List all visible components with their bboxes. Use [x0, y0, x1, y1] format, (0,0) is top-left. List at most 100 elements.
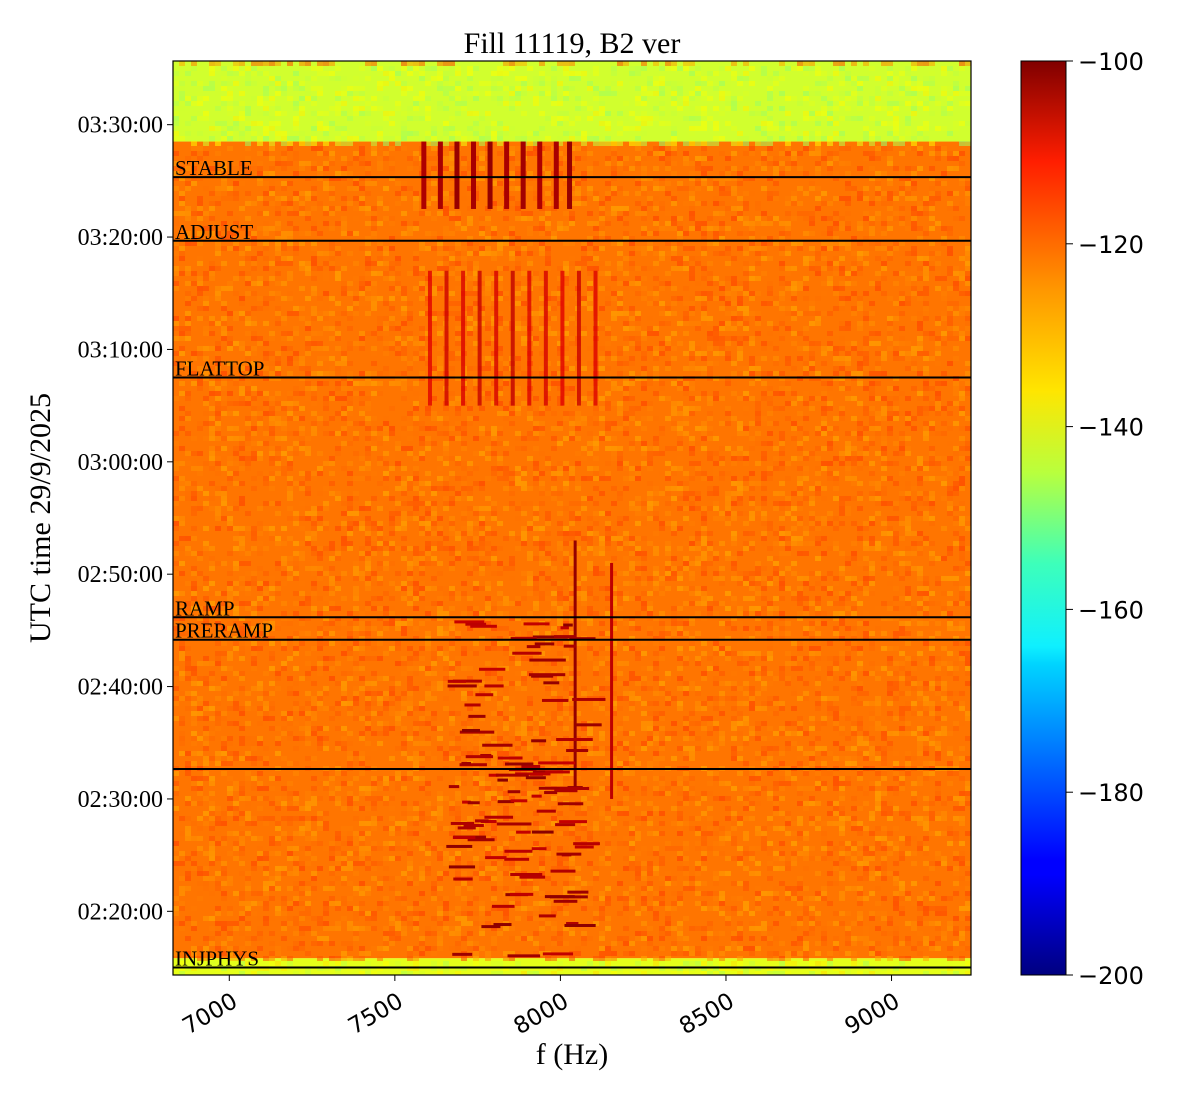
noise-cell	[737, 336, 743, 341]
noise-cell	[401, 371, 407, 376]
noise-cell	[779, 236, 785, 241]
noise-cell	[713, 141, 719, 146]
noise-cell	[857, 301, 863, 306]
noise-cell	[191, 116, 197, 121]
noise-cell	[923, 426, 929, 431]
noise-cell	[413, 191, 419, 196]
noise-cell	[407, 426, 413, 431]
noise-cell	[257, 176, 263, 181]
noise-cell	[659, 431, 665, 436]
noise-cell	[635, 266, 641, 271]
noise-cell	[689, 451, 695, 456]
noise-cell	[515, 341, 521, 346]
noise-cell	[713, 181, 719, 186]
noise-cell	[815, 311, 821, 316]
noise-cell	[443, 216, 449, 221]
noise-cell	[935, 341, 941, 346]
noise-cell	[185, 211, 191, 216]
noise-cell	[785, 311, 791, 316]
noise-cell	[809, 456, 815, 461]
noise-cell	[599, 321, 605, 326]
noise-cell	[317, 231, 323, 236]
noise-cell	[623, 236, 629, 241]
noise-cell	[473, 241, 479, 246]
noise-cell	[683, 386, 689, 391]
noise-cell	[431, 366, 437, 371]
noise-cell	[743, 391, 749, 396]
noise-cell	[791, 156, 797, 161]
noise-cell	[695, 126, 701, 131]
noise-cell	[455, 336, 461, 341]
noise-cell	[887, 251, 893, 256]
noise-cell	[383, 201, 389, 206]
noise-cell	[215, 406, 221, 411]
noise-cell	[851, 311, 857, 316]
noise-cell	[839, 366, 845, 371]
noise-cell	[245, 291, 251, 296]
noise-cell	[863, 406, 869, 411]
noise-cell	[863, 311, 869, 316]
noise-cell	[377, 161, 383, 166]
noise-cell	[563, 416, 569, 421]
noise-cell	[359, 151, 365, 156]
noise-cell	[227, 476, 233, 481]
noise-cell	[653, 146, 659, 151]
noise-cell	[395, 436, 401, 441]
noise-cell	[593, 161, 599, 166]
noise-cell	[545, 396, 551, 401]
noise-cell	[683, 431, 689, 436]
noise-cell	[749, 146, 755, 151]
noise-cell	[725, 171, 731, 176]
noise-cell	[311, 226, 317, 231]
noise-cell	[227, 336, 233, 341]
noise-cell	[785, 266, 791, 271]
noise-cell	[389, 316, 395, 321]
noise-cell	[905, 166, 911, 171]
noise-cell	[767, 91, 773, 96]
noise-cell	[479, 361, 485, 366]
noise-cell	[329, 251, 335, 256]
noise-cell	[689, 361, 695, 366]
noise-cell	[893, 211, 899, 216]
noise-cell	[899, 191, 905, 196]
noise-cell	[863, 101, 869, 106]
noise-cell	[857, 96, 863, 101]
noise-cell	[803, 96, 809, 101]
noise-cell	[665, 396, 671, 401]
noise-cell	[671, 331, 677, 336]
noise-cell	[557, 161, 563, 166]
noise-cell	[215, 361, 221, 366]
noise-cell	[275, 236, 281, 241]
noise-cell	[245, 231, 251, 236]
noise-cell	[917, 211, 923, 216]
noise-cell	[653, 216, 659, 221]
noise-cell	[839, 161, 845, 166]
noise-cell	[689, 386, 695, 391]
noise-cell	[695, 66, 701, 71]
noise-cell	[383, 301, 389, 306]
noise-cell	[335, 206, 341, 211]
noise-cell	[683, 141, 689, 146]
noise-cell	[869, 221, 875, 226]
noise-cell	[839, 271, 845, 276]
noise-cell	[707, 116, 713, 121]
noise-cell	[785, 196, 791, 201]
noise-cell	[881, 466, 887, 471]
noise-cell	[689, 321, 695, 326]
noise-cell	[389, 261, 395, 266]
noise-cell	[413, 66, 419, 71]
noise-cell	[743, 281, 749, 286]
noise-cell	[323, 186, 329, 191]
noise-cell	[221, 306, 227, 311]
noise-cell	[701, 471, 707, 476]
noise-cell	[947, 166, 953, 171]
noise-cell	[515, 261, 521, 266]
noise-cell	[263, 126, 269, 131]
noise-cell	[965, 181, 971, 186]
noise-cell	[953, 81, 959, 86]
noise-cell	[293, 331, 299, 336]
noise-cell	[545, 116, 551, 121]
noise-cell	[497, 311, 503, 316]
noise-cell	[893, 121, 899, 126]
noise-cell	[455, 421, 461, 426]
